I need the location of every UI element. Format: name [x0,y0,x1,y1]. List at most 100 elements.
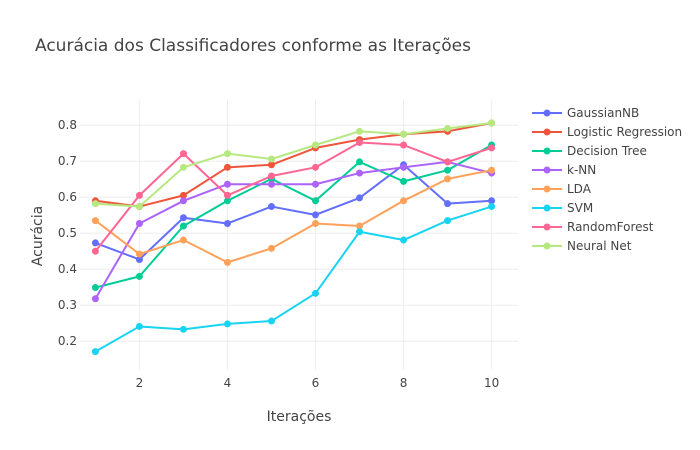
series-lines [91,119,496,356]
legend-swatch-marker [543,242,551,250]
data-point [356,138,364,146]
legend[interactable]: GaussianNB Logistic Regression Decision Tr… [532,106,682,253]
data-point [179,191,187,199]
data-point [488,119,496,127]
series-line [94,160,492,300]
legend-item[interactable]: Logistic Regression [532,125,682,139]
data-point [267,203,275,211]
data-point [91,247,99,255]
data-point [179,214,187,222]
data-point [312,289,320,297]
data-point [488,203,496,211]
x-axis-label: Iterações [267,409,332,425]
legend-item[interactable]: Decision Tree [532,144,647,158]
data-point [179,150,187,158]
data-point [135,255,143,263]
data-point [91,348,99,356]
x-tick-label: 8 [400,376,408,390]
data-point [91,200,99,208]
data-point [91,295,99,303]
data-point [356,194,364,202]
series-lda [91,166,496,266]
series-neural-net [91,119,496,211]
data-point [135,191,143,199]
data-point [223,180,231,188]
series-svm [91,203,496,356]
legend-item[interactable]: SVM [532,201,593,215]
data-point [135,250,143,258]
series-line [95,122,492,208]
data-point [267,244,275,252]
data-point [267,172,275,180]
data-point [444,175,452,183]
data-point [444,124,452,132]
data-point [179,222,187,230]
data-point [223,258,231,266]
data-point [444,158,452,166]
legend-swatch-marker [543,166,551,174]
legend-label: GaussianNB [567,106,639,120]
legend-label: k-NN [567,163,596,177]
legend-item[interactable]: Neural Net [532,239,632,253]
legend-item[interactable]: k-NN [532,163,596,177]
legend-item[interactable]: LDA [532,182,592,196]
y-tick-label: 0.3 [58,298,77,312]
x-tick-label: 4 [224,376,232,390]
data-point [135,219,143,227]
legend-item[interactable]: GaussianNB [532,106,639,120]
data-point [356,228,364,236]
series-gaussiannb [91,161,496,263]
data-point [179,197,187,205]
data-point [356,222,364,230]
data-point [179,325,187,333]
data-point [400,177,408,185]
data-point [267,161,275,169]
data-point [312,211,320,219]
series-line [94,141,492,252]
y-tick-label: 0.4 [58,262,77,276]
legend-item[interactable]: RandomForest [532,220,654,234]
data-point [135,203,143,211]
data-point [444,166,452,174]
data-point [356,127,364,135]
data-point [135,322,143,330]
y-tick-label: 0.8 [58,118,77,132]
data-point [223,163,231,171]
data-point [400,130,408,138]
data-point [400,236,408,244]
y-axis-label: Acurácia [30,206,46,266]
legend-swatch-marker [543,223,551,231]
data-point [312,163,320,171]
data-point [400,197,408,205]
legend-swatch-marker [543,185,551,193]
data-point [223,191,231,199]
grid [80,100,518,370]
data-point [356,169,364,177]
data-point [488,144,496,152]
data-point [223,219,231,227]
x-tick-label: 10 [484,376,499,390]
data-point [488,197,496,205]
data-point [400,163,408,171]
data-point [91,284,99,292]
data-point [488,166,496,174]
series-line [95,122,492,208]
data-point [179,236,187,244]
legend-swatch-marker [543,204,551,212]
data-point [223,197,231,205]
y-tick-label: 0.7 [58,154,77,168]
data-point [223,150,231,158]
data-point [444,200,452,208]
data-point [223,320,231,328]
legend-swatch-marker [543,109,551,117]
legend-label: Neural Net [567,239,632,253]
data-point [312,219,320,227]
legend-label: Decision Tree [567,144,647,158]
series-logistic-regression [91,119,496,211]
chart-title: Acurácia dos Classificadores conforme as… [35,36,471,56]
y-tick-label: 0.5 [58,226,77,240]
series-line [94,169,492,264]
series-line [95,163,492,261]
data-point [400,141,408,149]
